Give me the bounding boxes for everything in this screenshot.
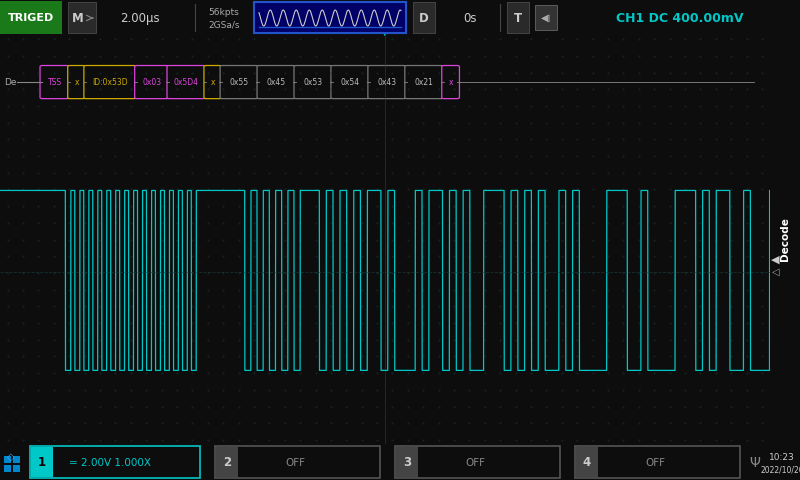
Text: OFF: OFF xyxy=(285,458,305,468)
Text: 10:23: 10:23 xyxy=(769,453,795,461)
FancyBboxPatch shape xyxy=(84,65,136,98)
Text: T: T xyxy=(514,12,522,24)
FancyBboxPatch shape xyxy=(31,447,53,477)
Text: ▼: ▼ xyxy=(381,27,389,37)
Text: CH1 DC 400.00mV: CH1 DC 400.00mV xyxy=(616,12,744,24)
FancyBboxPatch shape xyxy=(134,65,169,98)
Text: x: x xyxy=(210,78,215,86)
FancyBboxPatch shape xyxy=(257,65,295,98)
Text: D: D xyxy=(419,12,429,24)
FancyBboxPatch shape xyxy=(507,2,529,33)
FancyBboxPatch shape xyxy=(413,2,435,33)
Text: 0x53: 0x53 xyxy=(304,78,322,86)
FancyBboxPatch shape xyxy=(4,456,11,463)
FancyBboxPatch shape xyxy=(442,65,459,98)
Text: x: x xyxy=(74,78,79,86)
Text: Ψ: Ψ xyxy=(750,456,761,470)
Text: x: x xyxy=(448,78,453,86)
Text: De: De xyxy=(4,78,16,86)
Text: 0s: 0s xyxy=(463,12,477,24)
Text: Decode: Decode xyxy=(780,217,790,262)
FancyBboxPatch shape xyxy=(167,65,206,98)
FancyBboxPatch shape xyxy=(535,5,557,30)
Text: OFF: OFF xyxy=(465,458,485,468)
Text: ◇: ◇ xyxy=(7,452,14,462)
FancyBboxPatch shape xyxy=(575,446,740,478)
FancyBboxPatch shape xyxy=(13,456,20,463)
FancyBboxPatch shape xyxy=(68,65,86,98)
Text: ◀: ◀ xyxy=(771,255,780,265)
FancyBboxPatch shape xyxy=(405,65,443,98)
Text: ID:0x53D: ID:0x53D xyxy=(92,78,128,86)
FancyBboxPatch shape xyxy=(68,2,96,33)
Text: 0x54: 0x54 xyxy=(341,78,360,86)
Text: 56kpts: 56kpts xyxy=(209,8,239,16)
Text: = 2.00V 1.000X: = 2.00V 1.000X xyxy=(69,458,151,468)
FancyBboxPatch shape xyxy=(368,65,406,98)
FancyBboxPatch shape xyxy=(4,465,11,472)
Text: 0x45: 0x45 xyxy=(266,78,286,86)
Text: 1: 1 xyxy=(38,456,46,469)
Text: TRIGED: TRIGED xyxy=(8,13,54,23)
Text: 3: 3 xyxy=(403,456,411,469)
FancyBboxPatch shape xyxy=(294,65,333,98)
Text: 2.00µs: 2.00µs xyxy=(120,12,160,24)
FancyBboxPatch shape xyxy=(215,446,380,478)
Text: ◁: ◁ xyxy=(772,267,779,277)
FancyBboxPatch shape xyxy=(396,447,418,477)
FancyBboxPatch shape xyxy=(216,447,238,477)
Text: 2022/10/20: 2022/10/20 xyxy=(760,466,800,475)
FancyBboxPatch shape xyxy=(395,446,560,478)
FancyBboxPatch shape xyxy=(220,65,258,98)
Text: OFF: OFF xyxy=(645,458,665,468)
FancyBboxPatch shape xyxy=(204,65,222,98)
Text: 0x55: 0x55 xyxy=(230,78,249,86)
Text: 0x43: 0x43 xyxy=(378,78,397,86)
Text: 2GSa/s: 2GSa/s xyxy=(208,21,240,30)
Text: 0x5D4: 0x5D4 xyxy=(174,78,198,86)
FancyBboxPatch shape xyxy=(254,2,406,33)
FancyBboxPatch shape xyxy=(331,65,370,98)
Text: 0x21: 0x21 xyxy=(414,78,434,86)
FancyBboxPatch shape xyxy=(0,1,62,34)
FancyBboxPatch shape xyxy=(576,447,598,477)
Text: TSS: TSS xyxy=(47,78,62,86)
FancyBboxPatch shape xyxy=(13,465,20,472)
FancyBboxPatch shape xyxy=(30,446,200,478)
Text: 4: 4 xyxy=(583,456,591,469)
FancyBboxPatch shape xyxy=(40,65,70,98)
Text: 0x03: 0x03 xyxy=(142,78,161,86)
Text: ◁: ◁ xyxy=(542,13,550,23)
Text: M: M xyxy=(72,12,84,24)
Text: ◀: ◀ xyxy=(542,13,549,23)
Text: 2: 2 xyxy=(223,456,231,469)
